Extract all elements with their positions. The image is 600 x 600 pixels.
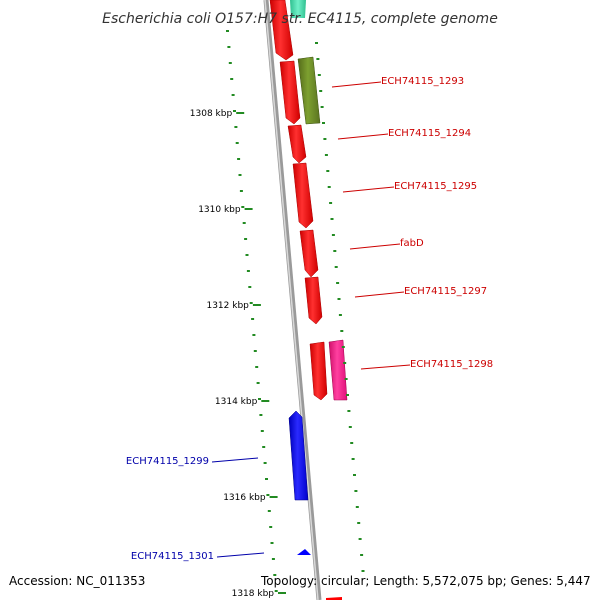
gene-leader-line: [342, 186, 395, 193]
ruler-tick-label: 1310 kbp: [198, 205, 241, 215]
genome-backbone-highlight: [264, 0, 319, 600]
gene-label[interactable]: ECH74115_1295: [394, 181, 477, 192]
gene-arrow[interactable]: [304, 276, 323, 325]
gene-arrow[interactable]: [269, 0, 294, 61]
gene-labels: ECH74115_1293 ECH74115_1294 ECH74115_1295f…: [126, 76, 493, 562]
gene-arrow-teal[interactable]: [290, 0, 306, 18]
gene-arrow-olive[interactable]: [297, 56, 321, 125]
ruler-tick-mark: [261, 400, 270, 402]
gene-arrow-reverse[interactable]: [288, 410, 309, 501]
gene-label[interactable]: fabD: [400, 238, 424, 249]
ruler-ticks: 1308 kbp 1310 kbp 1312 kbp 1314 kbp 1316 kbp…: [190, 109, 286, 599]
topology-text: Topology: circular; Length: 5,572,075 bp…: [261, 574, 591, 588]
strand-dots: [315, 42, 365, 572]
gene-arrow-reverse[interactable]: [297, 549, 311, 555]
gene-leader-line: [331, 81, 382, 88]
gene-arrow[interactable]: [292, 162, 314, 229]
map-title: Escherichia coli O157:H7 str. EC4115, co…: [102, 11, 498, 27]
ruler-tick-label: 1312 kbp: [206, 301, 249, 311]
gene-leader-line: [360, 364, 411, 370]
ruler-tick-mark: [252, 304, 261, 306]
accession-text: Accession: NC_011353: [9, 574, 146, 588]
gene-leader-line: [211, 457, 259, 463]
ruler-tick-label: 1316 kbp: [223, 493, 266, 503]
ruler-tick-label: 1318 kbp: [232, 589, 275, 599]
ruler-tick-label: 1308 kbp: [190, 109, 233, 119]
gene-leader-line: [337, 133, 389, 140]
ruler-tick-mark: [244, 208, 253, 210]
gene-leader-line: [349, 243, 401, 250]
ruler-tick-label: 1314 kbp: [215, 397, 258, 407]
gene-label[interactable]: ECH74115_1293: [381, 76, 464, 87]
gene-arrow[interactable]: [309, 341, 328, 401]
gene-label[interactable]: ECH74115_1297: [404, 286, 487, 297]
gene-label[interactable]: ECH74115_1298: [410, 359, 493, 370]
ruler-dots: [226, 30, 278, 592]
gene-leader-line: [354, 291, 405, 298]
gene-label[interactable]: ECH74115_1299: [126, 456, 209, 467]
gene-arrow[interactable]: [299, 229, 319, 278]
genome-backbone: [263, 0, 322, 600]
gene-label[interactable]: ECH74115_1301: [131, 551, 214, 562]
ruler-tick-mark: [278, 592, 286, 594]
gene-arrow[interactable]: [326, 597, 342, 600]
gene-leader-line: [216, 552, 265, 558]
ruler-tick-mark: [269, 496, 278, 498]
gene-arrow[interactable]: [279, 60, 301, 125]
ruler-tick-mark: [236, 112, 245, 114]
gene-label[interactable]: ECH74115_1294: [388, 128, 471, 139]
gene-arrow-magenta[interactable]: [328, 339, 348, 401]
gene-arrow[interactable]: [287, 124, 307, 164]
